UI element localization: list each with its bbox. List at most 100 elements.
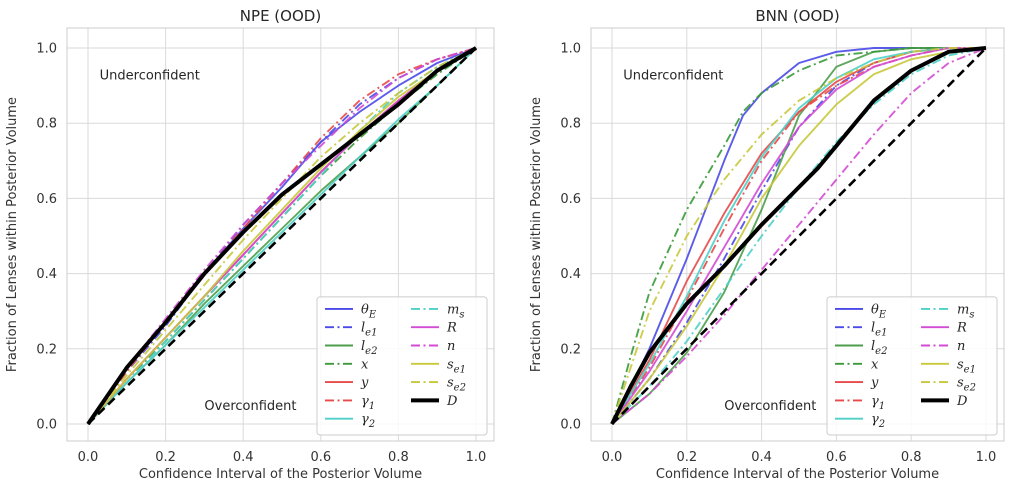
x-axis-label: Confidence Interval of the Posterior Vol… (139, 467, 422, 482)
y-tick-label: 0.8 (560, 117, 581, 132)
x-tick-label: 0.0 (602, 450, 623, 465)
legend-label: θE (361, 302, 377, 320)
legend-box (316, 296, 488, 436)
legend-label-subscript: E (878, 309, 887, 320)
series-line-13 (86, 46, 478, 426)
y-axis-label: Fraction of Lenses within Posterior Volu… (5, 97, 20, 372)
y-tick-label: 0.4 (36, 267, 57, 282)
annotation-label: Underconfident (623, 68, 723, 83)
legend-label: x (871, 357, 879, 372)
legend-label: y (870, 376, 879, 391)
legend-label-main: s (957, 376, 964, 391)
legend-label-subscript: e1 (365, 328, 377, 339)
legend-label: le2 (361, 339, 377, 357)
y-tick-label: 1.0 (36, 42, 57, 57)
legend-label: n (447, 339, 455, 354)
legend-label: le1 (361, 321, 377, 339)
series-line-12 (87, 47, 477, 425)
legend-label-main: s (447, 376, 454, 391)
legend-label-main: l (361, 321, 365, 336)
x-tick-label: 1.0 (466, 450, 487, 465)
legend-label: se2 (957, 376, 976, 394)
y-axis-label: Fraction of Lenses within Posterior Volu… (529, 97, 544, 372)
legend-label-subscript: e2 (454, 383, 466, 394)
legend-label: γ1 (361, 394, 375, 412)
x-tick-label: 0.4 (751, 450, 772, 465)
series-line-2 (611, 47, 986, 425)
y-tick-label: 0.8 (36, 117, 57, 132)
legend-label-subscript: e1 (454, 364, 466, 375)
legend-label-subscript: 2 (878, 419, 885, 430)
legend-label: γ2 (361, 412, 375, 430)
x-tick-label: 0.8 (388, 450, 409, 465)
legend-box (826, 296, 998, 436)
chart-title: BNN (OOD) (755, 7, 839, 25)
legend-label-subscript: e1 (964, 364, 976, 375)
legend-label: se2 (447, 376, 466, 394)
legend-label-main: γ (361, 394, 369, 409)
legend-label-main: θ (871, 302, 879, 317)
legend-label: D (956, 394, 968, 409)
legend-label-subscript: e2 (964, 383, 976, 394)
series-line-4 (611, 47, 986, 425)
x-tick-label: 0.6 (826, 450, 847, 465)
plot-panel-1: 0.0 0.2 0.4 0.6 0.8 1.0 0.0 0.2 0.4 0.6 0.8 1.0 NPE … (5, 7, 495, 482)
x-tick-label: 0.4 (233, 450, 254, 465)
series-line-11 (87, 47, 477, 425)
series-line-13 (610, 46, 987, 425)
legend-label-main: s (447, 357, 454, 372)
x-tick-label: 0.0 (78, 450, 99, 465)
series-line-9 (611, 47, 986, 425)
legend-label-subscript: s (969, 309, 974, 320)
series-line-7 (87, 47, 477, 425)
legend-label-subscript: E (368, 309, 377, 320)
legend-label: R (446, 321, 457, 336)
legend-label-main: γ (871, 412, 879, 427)
series-line-3 (611, 47, 986, 425)
chart-title: NPE (OOD) (240, 7, 321, 25)
legend-label-subscript: 1 (879, 401, 885, 412)
plot-panel-2: 0.0 0.2 0.4 0.6 0.8 1.0 0.0 0.2 0.4 0.6 0.8 1.0 BNN … (529, 7, 1005, 482)
legend-label-subscript: 2 (368, 419, 375, 430)
x-tick-label: 0.6 (310, 450, 331, 465)
x-axis-label: Confidence Interval of the Posterior Vol… (656, 467, 939, 482)
legend-label-main: m (957, 302, 969, 317)
axes-frame (590, 27, 1005, 442)
x-tick-label: 0.8 (901, 450, 922, 465)
y-tick-label: 0.0 (36, 418, 57, 433)
legend-label-main: γ (871, 394, 879, 409)
legend-label: θE (871, 302, 887, 320)
x-tick-label: 0.2 (676, 450, 697, 465)
legend-label: y (360, 376, 369, 391)
series-line-12 (611, 47, 986, 425)
legend-label: le1 (871, 321, 887, 339)
annotation-label: Underconfident (100, 68, 200, 83)
x-tick-label: 0.2 (155, 450, 176, 465)
legend-label-main: m (447, 302, 459, 317)
legend-label-main: l (361, 339, 365, 354)
y-tick-label: 1.0 (560, 42, 581, 57)
legend-label: le2 (871, 339, 887, 357)
y-tick-label: 0.6 (36, 192, 57, 207)
legend-label: se1 (447, 357, 466, 375)
legend-label-main: θ (361, 302, 369, 317)
series-line-11 (611, 47, 987, 425)
legend-label: x (361, 357, 369, 372)
legend-label: γ2 (871, 412, 885, 430)
y-tick-label: 0.2 (560, 342, 581, 357)
legend-label-subscript: e2 (875, 346, 887, 357)
y-tick-label: 0.0 (560, 418, 581, 433)
legend-label: ms (957, 302, 974, 320)
y-tick-label: 0.2 (36, 342, 57, 357)
legend-label-subscript: s (459, 309, 464, 320)
legend-label-main: l (871, 339, 875, 354)
legend-label-main: s (957, 357, 964, 372)
reference-diagonal-line (87, 47, 477, 425)
reference-diagonal-line (611, 47, 987, 425)
legend-label-subscript: e1 (875, 328, 887, 339)
y-tick-label: 0.6 (560, 192, 581, 207)
legend-label: R (956, 321, 967, 336)
